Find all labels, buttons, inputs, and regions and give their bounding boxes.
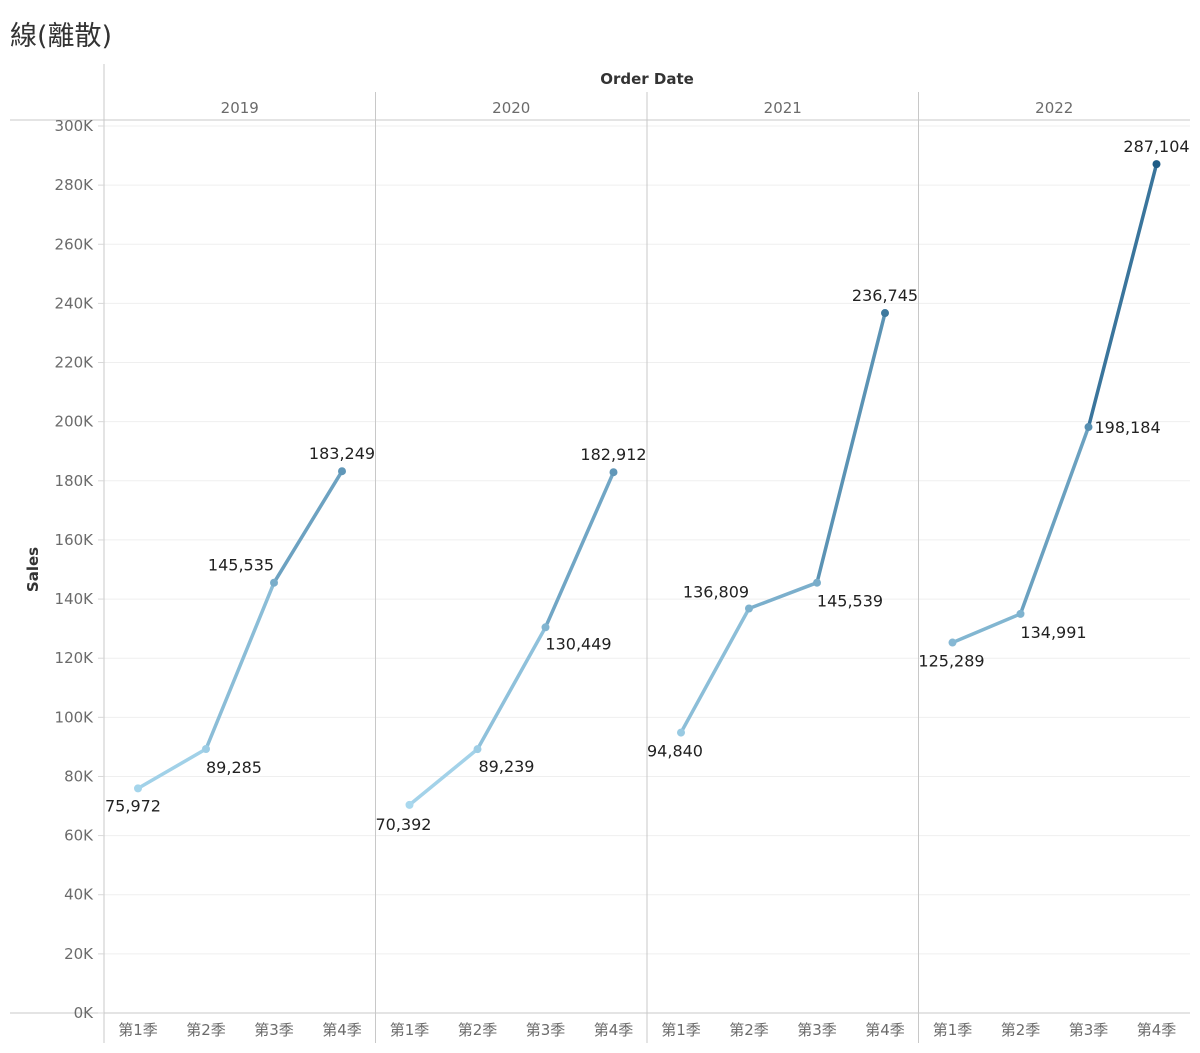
y-tick-label: 200K xyxy=(55,413,95,431)
data-point xyxy=(473,745,482,754)
y-tick-label: 40K xyxy=(64,886,94,904)
data-point xyxy=(1016,609,1025,618)
x-tick-label: 第3季 xyxy=(1069,1021,1109,1039)
data-point xyxy=(338,467,346,476)
series-line-segment xyxy=(543,470,616,630)
data-point xyxy=(270,578,278,587)
data-point xyxy=(202,745,210,754)
year-header-2020: 2020 xyxy=(492,99,530,117)
data-point xyxy=(1084,423,1093,432)
series-line-segment xyxy=(679,606,751,735)
series-line-segment xyxy=(204,580,276,751)
y-tick-label: 100K xyxy=(55,708,95,726)
x-tick-label: 第4季 xyxy=(865,1021,905,1039)
chart-title: 線(離散) xyxy=(10,21,113,52)
x-tick-label: 第3季 xyxy=(797,1021,837,1039)
data-point xyxy=(745,604,753,613)
x-tick-label: 第4季 xyxy=(1137,1021,1177,1039)
series-line-segment xyxy=(407,747,480,807)
data-point xyxy=(134,784,142,793)
column-header-order-date: Order Date xyxy=(600,70,694,88)
data-point xyxy=(1152,160,1161,169)
x-tick-label: 第1季 xyxy=(118,1021,158,1039)
data-label: 130,449 xyxy=(545,634,611,653)
data-point xyxy=(541,623,550,632)
data-label: 145,535 xyxy=(208,556,274,575)
y-axis-title: Sales xyxy=(24,547,42,592)
y-tick-label: 180K xyxy=(55,472,95,490)
series-line-segment xyxy=(272,469,344,585)
series-line-segment xyxy=(136,747,208,791)
y-tick-label: 140K xyxy=(55,590,95,608)
x-tick-label: 第3季 xyxy=(526,1021,566,1039)
data-label: 75,972 xyxy=(105,796,161,815)
data-label: 70,392 xyxy=(376,815,432,834)
y-tick-label: 260K xyxy=(55,235,95,253)
y-tick-label: 220K xyxy=(55,354,95,372)
data-label: 94,840 xyxy=(647,742,703,761)
x-tick-label: 第4季 xyxy=(322,1021,362,1039)
series-line-segment xyxy=(475,625,548,751)
data-point xyxy=(405,800,414,809)
x-tick-label: 第4季 xyxy=(594,1021,634,1039)
y-tick-label: 60K xyxy=(64,827,94,845)
x-tick-label: 第3季 xyxy=(254,1021,294,1039)
data-label: 236,745 xyxy=(852,286,918,305)
y-tick-label: 120K xyxy=(55,649,95,667)
year-header-2021: 2021 xyxy=(764,99,802,117)
data-label: 89,285 xyxy=(206,758,262,777)
x-tick-label: 第2季 xyxy=(458,1021,498,1039)
x-tick-label: 第2季 xyxy=(1001,1021,1041,1039)
data-label: 134,991 xyxy=(1020,623,1086,642)
data-point xyxy=(609,468,618,477)
y-tick-label: 80K xyxy=(64,767,94,785)
year-header-2022: 2022 xyxy=(1035,99,1073,117)
data-label: 182,912 xyxy=(580,445,646,464)
series-line-segment xyxy=(747,580,819,611)
y-tick-label: 240K xyxy=(55,294,95,312)
y-tick-label: 20K xyxy=(64,945,94,963)
y-tick-label: 160K xyxy=(55,531,95,549)
data-label: 145,539 xyxy=(817,592,883,611)
series-line-segment xyxy=(1086,162,1159,429)
data-label: 89,239 xyxy=(479,757,535,776)
x-tick-label: 第2季 xyxy=(186,1021,226,1039)
y-tick-label: 0K xyxy=(74,1004,95,1022)
x-tick-label: 第1季 xyxy=(661,1021,701,1039)
series-line-segment xyxy=(950,612,1023,645)
data-point xyxy=(881,309,889,318)
data-label: 287,104 xyxy=(1123,137,1189,156)
y-tick-label: 300K xyxy=(55,117,95,135)
data-label: 183,249 xyxy=(309,444,375,463)
series-line-segment xyxy=(1018,425,1091,616)
y-tick-label: 280K xyxy=(55,176,95,194)
data-point xyxy=(677,728,685,737)
data-label: 136,809 xyxy=(683,583,749,602)
data-label: 125,289 xyxy=(918,652,984,671)
x-tick-label: 第1季 xyxy=(390,1021,430,1039)
series-line-segment xyxy=(815,311,887,585)
year-header-2019: 2019 xyxy=(221,99,259,117)
data-label: 198,184 xyxy=(1095,418,1161,437)
x-tick-label: 第1季 xyxy=(933,1021,973,1039)
x-tick-label: 第2季 xyxy=(729,1021,769,1039)
data-point xyxy=(948,638,957,647)
data-point xyxy=(813,578,821,587)
